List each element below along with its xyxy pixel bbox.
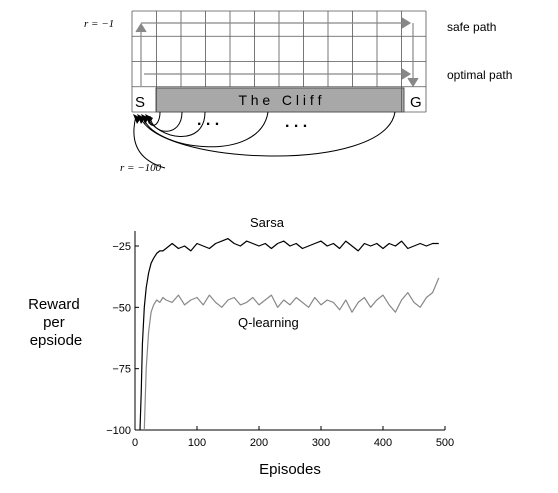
arrowhead — [141, 114, 149, 124]
safe-path-down-arrowhead — [407, 77, 419, 88]
y-tick-label: −100 — [106, 425, 131, 437]
cliff-fall-curve — [142, 111, 269, 148]
y-axis-label-line: epsiode — [30, 332, 83, 349]
safe-path-arrows — [135, 17, 419, 88]
arrowhead — [137, 114, 145, 124]
series-line-q-learning — [143, 277, 440, 431]
cliff-fall-curve — [133, 115, 166, 169]
optimal-path-arrowhead — [401, 68, 412, 80]
cliff-fall-curve — [145, 111, 206, 137]
safe-path-up-arrowhead — [135, 22, 147, 33]
arrowhead — [145, 114, 153, 124]
goal-label: G — [410, 94, 422, 111]
y-axis-label-line: per — [43, 314, 65, 331]
cliff-label: T h e C l i f f — [239, 92, 322, 108]
ellipsis-left: . . . — [197, 112, 219, 129]
reward-chart: −25 −50 −75 −100 0 100 200 300 400 500 Sarsa Q-l… — [28, 215, 454, 478]
y-ticks: −25 −50 −75 −100 — [106, 241, 139, 437]
y-axis-label: Reward per epsiode — [28, 296, 84, 349]
x-axis-label: Episodes — [259, 461, 321, 478]
x-tick-label: 500 — [436, 437, 454, 449]
y-tick-label: −75 — [112, 364, 131, 376]
gridworld-diagram: r = −1 safe path optimal path S G T h e … — [84, 10, 512, 174]
y-axis-label-line: Reward — [28, 296, 80, 313]
cliff-fall-curves — [133, 111, 396, 169]
series-lines — [139, 238, 440, 431]
x-tick-label: 400 — [374, 437, 392, 449]
arrowhead — [133, 114, 141, 124]
ellipsis-right: . . . — [285, 114, 307, 131]
optimal-path-arrow — [144, 68, 412, 80]
cliff-region — [155, 87, 405, 113]
x-tick-label: 100 — [188, 437, 206, 449]
x-tick-label: 0 — [132, 437, 138, 449]
series-label-q-learning: Q-learning — [238, 315, 299, 330]
start-label: S — [135, 94, 145, 111]
x-tick-label: 200 — [250, 437, 268, 449]
series-line-sarsa — [139, 238, 439, 431]
cliff-fall-arrowheads — [133, 114, 153, 124]
cliff-fall-curve — [139, 111, 396, 157]
cliff-fall-curve — [149, 111, 183, 132]
optimal-path-label: optimal path — [447, 68, 512, 82]
safe-path-right-arrowhead — [401, 17, 412, 29]
safe-path-label: safe path — [447, 20, 496, 34]
x-ticks: 0 100 200 300 400 500 — [132, 426, 454, 449]
series-label-sarsa: Sarsa — [250, 215, 285, 230]
reward-cliff-label: r = −100 — [120, 162, 162, 174]
x-tick-label: 300 — [312, 437, 330, 449]
y-tick-label: −25 — [112, 241, 131, 253]
y-tick-label: −50 — [112, 302, 131, 314]
reward-step-label: r = −1 — [84, 18, 114, 30]
